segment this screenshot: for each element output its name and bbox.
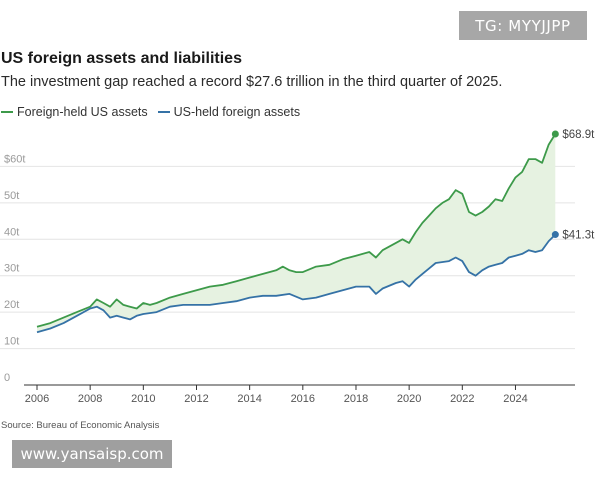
line-chart: 0 10t 20t 30t 40t 50t $60t $68.9t $41.3t 2006 2008…	[0, 129, 595, 405]
legend-label-assets: US-held foreign assets	[173, 105, 301, 119]
end-label-liabilities: $68.9t	[562, 129, 595, 141]
y-tick-label: 30t	[4, 263, 19, 275]
legend-label-liabilities: Foreign-held US assets	[17, 105, 148, 119]
y-tick-label: 50t	[4, 190, 19, 202]
channel-tag: TG: MYYJJPP	[459, 11, 587, 40]
watermark: www.yansaisp.com	[12, 440, 172, 468]
x-tick-label: 2006	[25, 393, 49, 405]
x-tick-label: 2012	[184, 393, 208, 405]
series-line-liabilities	[36, 133, 557, 328]
legend-swatch-liabilities	[1, 111, 13, 113]
x-tick-label: 2024	[503, 393, 527, 405]
end-point-liabilities	[551, 130, 559, 138]
y-tick-label: 20t	[4, 299, 19, 311]
y-tick-label: 0	[4, 372, 10, 384]
y-tick-label: $60t	[4, 153, 25, 165]
y-tick-label: 10t	[4, 336, 19, 348]
legend: Foreign-held US assets US-held foreign a…	[1, 105, 310, 119]
series-line-assets	[36, 233, 556, 334]
legend-item-us-held-foreign-assets: US-held foreign assets	[157, 105, 301, 119]
source-note: Source: Bureau of Economic Analysis	[1, 420, 160, 431]
y-tick-label: 40t	[4, 226, 19, 238]
end-label-assets: $41.3t	[562, 230, 595, 242]
x-tick-label: 2010	[131, 393, 155, 405]
end-point-assets	[551, 231, 559, 239]
x-tick-label: 2016	[291, 393, 315, 405]
x-tick-label: 2020	[397, 393, 421, 405]
chart-title: US foreign assets and liabilities	[1, 50, 242, 67]
legend-swatch-assets	[157, 111, 170, 113]
legend-item-foreign-held-us-assets: Foreign-held US assets	[1, 105, 148, 119]
gap-area	[37, 134, 556, 333]
x-tick-label: 2008	[78, 393, 102, 405]
x-tick-label: 2014	[237, 393, 261, 405]
chart-subtitle: The investment gap reached a record $27.…	[1, 74, 503, 90]
x-tick-label: 2018	[344, 393, 368, 405]
x-tick-label: 2022	[450, 393, 474, 405]
